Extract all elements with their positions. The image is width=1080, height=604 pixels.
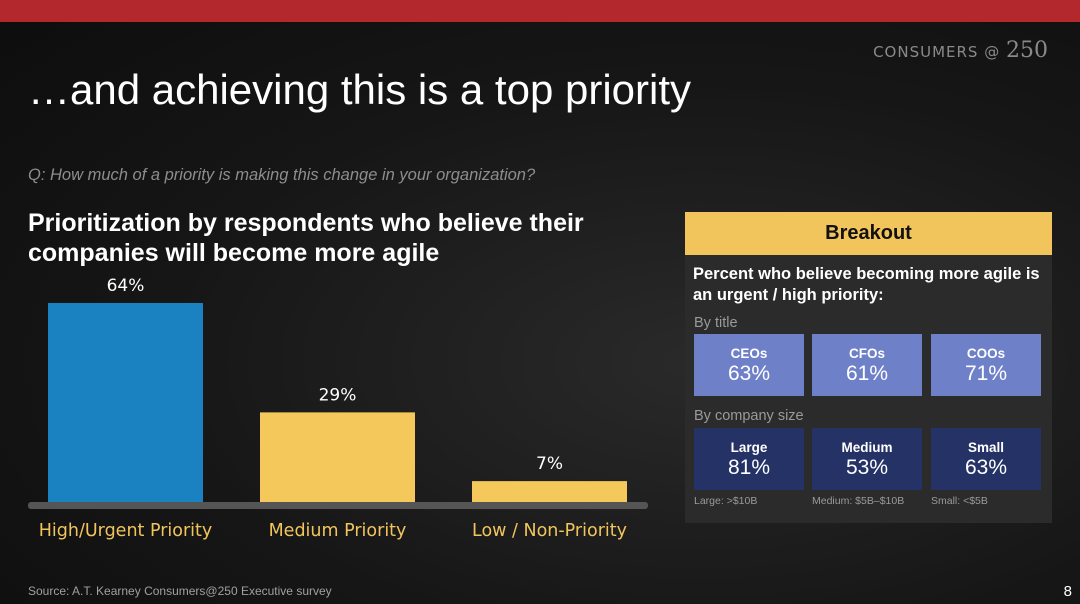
brand-number: 250 xyxy=(1006,38,1048,63)
tile-label: Large xyxy=(730,440,768,455)
priority-bar-chart: 64% High/Urgent Priority 29% Medium Priorit… xyxy=(28,276,648,541)
by-title-label: By title xyxy=(694,315,738,331)
breakout-header: Breakout xyxy=(685,212,1052,255)
source-note: Source: A.T. Kearney Consumers@250 Execu… xyxy=(28,584,332,598)
bar-2 xyxy=(472,481,627,503)
bar-value-label: 7% xyxy=(536,454,563,474)
brand-text: CONSUMERS xyxy=(873,43,979,61)
tile-ceos: CEOs 63% xyxy=(694,334,804,396)
tile-value: 71% xyxy=(964,362,1008,385)
tile-value: 63% xyxy=(727,362,771,385)
breakout-panel: Breakout Percent who believe becoming mo… xyxy=(685,212,1052,523)
tile-large: Large 81% xyxy=(694,428,804,490)
by-size-label: By company size xyxy=(694,408,804,424)
tile-cfos: CFOs 61% xyxy=(812,334,922,396)
bar-value-label: 29% xyxy=(319,385,357,405)
size-note-medium: Medium: $5B–$10B xyxy=(812,495,905,507)
bar-value-label: 64% xyxy=(107,276,145,296)
tile-label: CFOs xyxy=(848,346,885,361)
bar-0 xyxy=(48,303,203,503)
tile-coos: COOs 71% xyxy=(931,334,1041,396)
breakout-description: Percent who believe becoming more agile … xyxy=(693,265,1040,304)
size-note-small: Small: <$5B xyxy=(931,495,988,507)
chart-baseline xyxy=(28,502,648,509)
tile-small: Small 63% xyxy=(931,428,1041,490)
size-note-large: Large: >$10B xyxy=(694,495,758,507)
tile-label: Small xyxy=(967,440,1005,455)
tile-value: 63% xyxy=(964,456,1008,479)
top-accent-bar xyxy=(0,0,1080,22)
tile-value: 81% xyxy=(727,456,771,479)
chart-subtitle: Prioritization by respondents who believ… xyxy=(28,209,584,267)
brand-logo: CONSUMERS @ 250 xyxy=(873,38,1048,63)
tile-label: CEOs xyxy=(730,346,768,361)
brand-at: @ xyxy=(984,43,1001,61)
survey-question: Q: How much of a priority is making this… xyxy=(28,166,536,184)
bar-1 xyxy=(260,412,415,503)
page-title: …and achieving this is a top priority xyxy=(28,66,691,113)
category-label: Low / Non-Priority xyxy=(472,521,627,541)
tile-medium: Medium 53% xyxy=(812,428,922,490)
tile-value: 53% xyxy=(845,456,889,479)
category-label: Medium Priority xyxy=(269,521,407,541)
tile-label: COOs xyxy=(966,346,1006,361)
category-label: High/Urgent Priority xyxy=(39,521,213,541)
tile-label: Medium xyxy=(841,440,893,455)
page-number: 8 xyxy=(1063,583,1072,600)
tile-value: 61% xyxy=(845,362,889,385)
